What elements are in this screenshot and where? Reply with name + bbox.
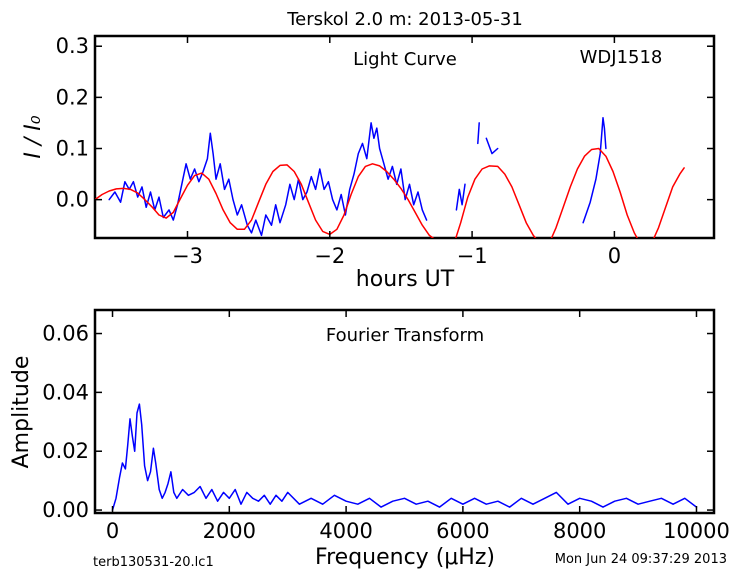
- light-curve-plot-frame: [93, 34, 716, 240]
- fourier-ytick-label: 0.06: [42, 322, 89, 346]
- data-file-name: terb130531-20.lc1: [93, 555, 214, 570]
- fourier-xtick-label: 0: [106, 519, 119, 543]
- generation-timestamp: Mon Jun 24 09:37:29 2013: [555, 552, 727, 567]
- light-curve-xtick-label: −1: [457, 244, 488, 268]
- light-curve-series-1-segment-1: [455, 165, 537, 238]
- fourier-xtick-label: 6000: [436, 519, 489, 543]
- light-curve-series-0-segment-4: [582, 117, 607, 224]
- fourier-x-label: Frequency (μHz): [315, 545, 495, 570]
- light-curve-y-label: I / I₀: [21, 115, 46, 158]
- fourier-ticks: 0 2000 4000 6000 8000 10000 0.00 0.02 0.04 0.06: [42, 310, 730, 543]
- fourier-ytick-label: 0.00: [42, 498, 89, 522]
- fourier-marks: [111, 403, 698, 511]
- light-curve-ytick-label: 0.3: [56, 34, 89, 58]
- light-curve-panel: −3 −2 −1 00.00.10.20.3 Light Curve WDJ1518 …: [21, 34, 716, 292]
- fourier-xtick-label: 2000: [203, 519, 256, 543]
- light-curve-series-0-segment-1: [455, 183, 466, 211]
- fourier-xtick-label: 10000: [663, 519, 730, 543]
- light-curve-series-0-segment-2: [477, 122, 480, 145]
- fourier-ytick-label: 0.02: [42, 439, 89, 463]
- light-curve-series-1-segment-0: [95, 163, 435, 238]
- light-curve-x-label: hours UT: [356, 267, 455, 292]
- fourier-xtick-label: 8000: [553, 519, 606, 543]
- light-curve-series-0-segment-3: [485, 137, 499, 155]
- fourier-xtick-label: 4000: [319, 519, 372, 543]
- light-curve-ticks: −3 −2 −1 0 0.0 0.1 0.2 0.3: [56, 34, 714, 268]
- light-curve-ytick-label: 0.0: [56, 188, 89, 212]
- light-curve-series-0-segment-0: [108, 122, 428, 237]
- fourier-transform-label: Fourier Transform: [326, 325, 484, 346]
- light-curve-xtick-label: −2: [314, 244, 345, 268]
- fourier-y-label: Amplitude: [9, 356, 34, 469]
- figure-title: Terskol 2.0 m: 2013-05-31: [286, 9, 523, 30]
- light-curve-label: Light Curve: [353, 49, 457, 70]
- light-curve-ytick-label: 0.2: [56, 85, 89, 109]
- star-name-label: WDJ1518: [580, 47, 663, 68]
- light-curve-marks: [95, 117, 685, 238]
- light-curve-series-1-segment-3: [653, 167, 685, 238]
- light-curve-xtick-label: 0: [608, 244, 621, 268]
- light-curve-xtick-label: −3: [172, 244, 203, 268]
- fourier-plot-frame: [93, 308, 716, 515]
- fourier-panel: 0 2000 4000 6000 8000 10000 0.00 0.02 0.04 0.06 F…: [9, 308, 730, 570]
- light-curve-series-1-segment-2: [550, 147, 639, 238]
- fourier-ytick-label: 0.04: [42, 380, 89, 404]
- light-curve-ytick-label: 0.1: [56, 137, 89, 161]
- fourier-series-0-segment-0: [111, 403, 698, 511]
